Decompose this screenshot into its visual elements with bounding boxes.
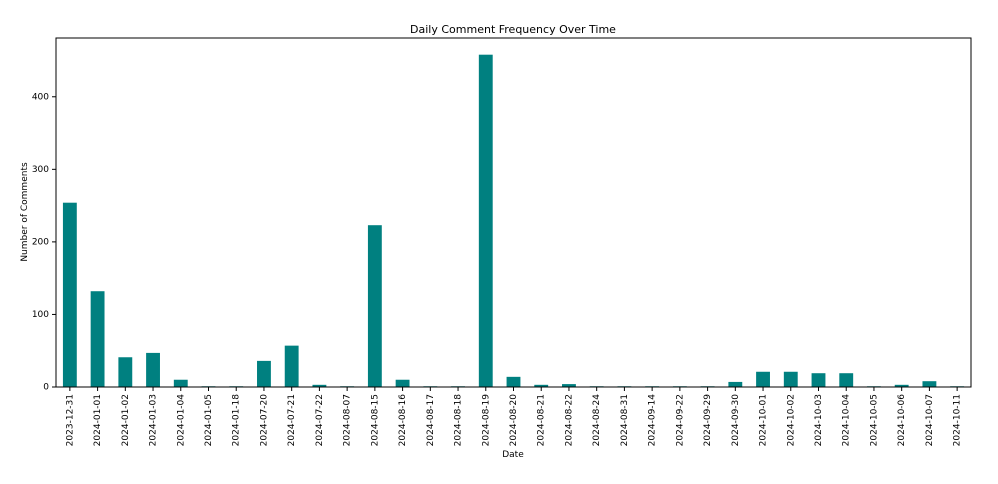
bar-2024-08-22	[562, 384, 576, 387]
bar-2024-01-04	[173, 379, 188, 387]
x-tick-label: 2024-01-01	[93, 394, 103, 446]
bar-2024-08-21	[534, 384, 549, 387]
bar-2024-10-03	[811, 373, 826, 387]
bar-2024-08-19	[478, 54, 493, 387]
x-tick-label: 2024-08-16	[398, 394, 408, 447]
plot-frame	[55, 37, 972, 388]
bar-2024-08-15	[367, 225, 382, 387]
x-axis-ticks: 2023-12-31 2024-01-01 2024-01-02 2024-01-03…	[65, 387, 963, 447]
bar-2024-07-20	[257, 360, 271, 387]
bar-2024-10-06	[894, 384, 909, 387]
bar-2024-08-20	[506, 376, 521, 387]
x-tick-label: 2024-01-04	[176, 394, 186, 447]
y-axis-label: Number of Comments	[20, 162, 30, 262]
x-tick-label: 2024-10-07	[925, 394, 935, 446]
x-tick-label: 2024-10-03	[814, 394, 824, 446]
x-axis-label: Date	[502, 450, 524, 460]
x-tick-label: 2023-12-31	[65, 394, 75, 446]
x-tick-label: 2024-09-29	[703, 394, 713, 447]
x-tick-label: 2024-09-14	[648, 394, 658, 447]
y-tick-label: 100	[32, 310, 49, 320]
x-tick-label: 2024-10-01	[759, 394, 769, 446]
x-tick-label: 2024-08-17	[426, 394, 436, 446]
x-tick-label: 2024-08-24	[592, 394, 602, 447]
bar-2024-07-21	[284, 345, 299, 387]
y-tick-label: 0	[43, 383, 49, 393]
x-tick-label: 2024-10-02	[786, 394, 796, 446]
x-tick-label: 2024-08-18	[454, 394, 464, 447]
x-tick-label: 2024-08-07	[343, 394, 353, 446]
x-tick-label: 2024-01-02	[121, 394, 131, 446]
x-tick-label: 2024-10-11	[953, 394, 963, 446]
y-tick-label: 200	[32, 237, 49, 247]
x-tick-label: 2024-08-15	[370, 394, 380, 446]
x-tick-label: 2024-08-31	[620, 394, 630, 446]
x-tick-label: 2024-07-21	[287, 394, 297, 446]
x-tick-label: 2024-09-22	[675, 394, 685, 446]
x-tick-label: 2024-08-20	[509, 394, 519, 447]
bar-2024-01-02	[118, 357, 133, 387]
chart-title: Daily Comment Frequency Over Time	[410, 23, 616, 36]
x-tick-label: 2024-10-06	[897, 394, 907, 447]
y-tick-label: 300	[32, 165, 49, 175]
bar-2024-10-04	[839, 373, 854, 387]
x-tick-label: 2024-10-04	[842, 394, 852, 447]
bar-2024-10-07	[922, 381, 937, 387]
x-tick-label: 2024-10-05	[869, 394, 879, 446]
x-tick-label: 2024-09-30	[731, 394, 741, 447]
bar-2024-01-03	[146, 352, 160, 387]
x-tick-label: 2024-01-03	[149, 394, 159, 446]
x-tick-label: 2024-01-05	[204, 394, 214, 446]
x-tick-label: 2024-08-22	[564, 394, 574, 446]
x-tick-label: 2024-07-20	[259, 394, 269, 447]
bar-2024-08-16	[395, 379, 410, 387]
bars-layer	[62, 54, 965, 387]
bar-2024-10-02	[783, 371, 798, 387]
x-tick-label: 2024-08-21	[537, 394, 547, 446]
bar-2023-12-31	[62, 202, 77, 387]
y-tick-label: 400	[32, 92, 49, 102]
x-tick-label: 2024-01-18	[232, 394, 242, 447]
bar-2024-10-01	[756, 371, 770, 387]
x-tick-label: 2024-08-19	[481, 394, 491, 447]
x-tick-label: 2024-07-22	[315, 394, 325, 446]
y-axis-ticks: 0 100 200 300 400	[32, 92, 56, 393]
bar-2024-09-30	[728, 381, 743, 387]
bar-2024-01-01	[90, 291, 105, 387]
bar-2024-07-22	[312, 384, 327, 387]
